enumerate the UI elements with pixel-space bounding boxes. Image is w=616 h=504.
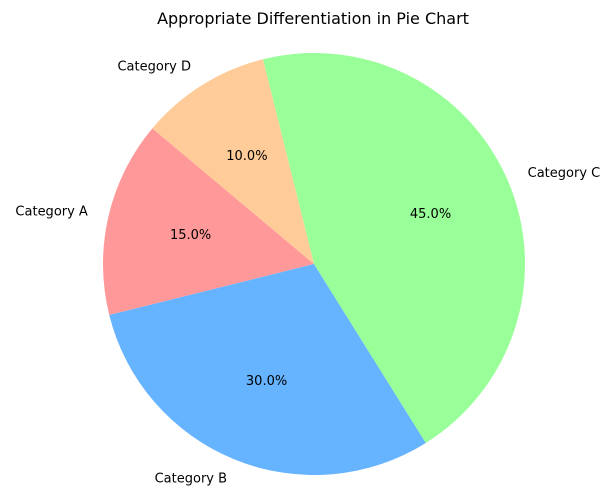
pie-slice-category-c (262, 53, 525, 443)
pie-category-label: Category A (15, 204, 88, 219)
pie-percent-label: 10.0% (226, 149, 267, 164)
pie-category-label: Category C (528, 166, 601, 181)
pie-category-label: Category D (117, 60, 191, 75)
pie-percent-label: 45.0% (410, 207, 451, 222)
pie-slice-category-d (152, 59, 314, 264)
pie-percent-label: 15.0% (170, 228, 211, 243)
pie-percent-label: 30.0% (246, 374, 287, 389)
pie-percent-labels: 15.0% 30.0% 45.0% 10.0% (170, 149, 451, 389)
pie-category-labels: Category A Category B Category C Category D (15, 60, 600, 487)
chart-title: Appropriate Differentiation in Pie Chart (157, 9, 469, 28)
pie-slice-category-a (103, 128, 315, 316)
pie-slice-category-b (109, 264, 426, 475)
pie-slices (103, 53, 525, 475)
pie-category-label: Category B (155, 472, 227, 487)
